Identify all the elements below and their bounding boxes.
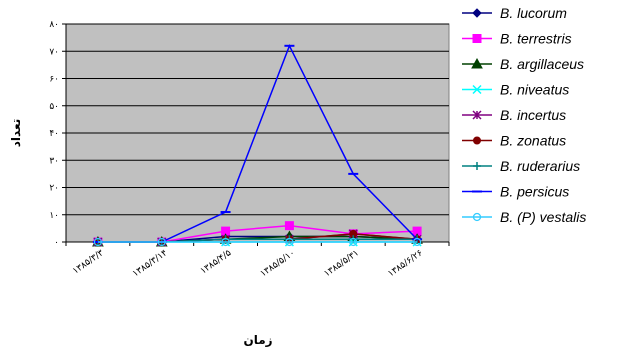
- grid: [66, 23, 449, 216]
- legend-label: B. incertus: [500, 107, 566, 123]
- series-group: [92, 43, 423, 247]
- x-tick-label: ۱۳۸۵/۵/۳۱: [323, 248, 361, 279]
- legend-marker: [471, 57, 483, 69]
- y-tick-label: ۰: [54, 238, 59, 248]
- legend-marker: [472, 34, 482, 43]
- legend-item: B. persicus: [462, 184, 569, 200]
- x-axis-title: زمان: [243, 333, 272, 347]
- y-tick-label: ۱۰: [49, 211, 59, 221]
- y-tick-label: ۳۰: [49, 156, 59, 166]
- legend-item: B. lucorum: [462, 5, 567, 21]
- legend-marker: [472, 8, 482, 18]
- series-b-p-vestalis: [93, 237, 422, 247]
- legend-marker: [472, 212, 482, 222]
- legend-item: B. niveatus: [462, 82, 569, 98]
- y-tick-label: ۲۰: [49, 184, 59, 194]
- x-tick-label: ۱۳۸۵/۳/۱۴: [131, 248, 170, 279]
- y-axis-title: تعداد: [9, 119, 23, 147]
- legend-label: B. niveatus: [500, 82, 569, 98]
- y-tick-label: ۸۰: [49, 20, 59, 30]
- legend-item: B. zonatus: [462, 133, 566, 149]
- data-point: [221, 237, 230, 247]
- data-point: [412, 237, 422, 247]
- legend-marker: [472, 84, 482, 95]
- x-tick-label: ۱۳۸۵/۴/۵: [199, 248, 234, 276]
- legend-item: B. incertus: [462, 107, 566, 123]
- legend-label: B. lucorum: [500, 5, 567, 21]
- data-point: [93, 237, 103, 247]
- legend-marker: [472, 110, 482, 120]
- data-point: [349, 237, 358, 247]
- legend-label: B. (P) vestalis: [500, 209, 586, 225]
- legend-label: B. argillaceus: [500, 56, 584, 72]
- x-tick-label: ۱۳۸۵/۳/۳: [71, 248, 106, 276]
- legend-marker: [473, 136, 481, 145]
- data-point: [285, 237, 294, 247]
- x-tick-label: ۱۳۸۵/۶/۲۶: [386, 248, 425, 279]
- data-point: [284, 221, 294, 231]
- legend-item: B. (P) vestalis: [462, 209, 586, 225]
- y-tick-label: ۷۰: [49, 47, 59, 57]
- legend-label: B. terrestris: [500, 31, 572, 47]
- y-tick-label: ۴۰: [49, 129, 59, 139]
- legend-marker: [473, 162, 481, 170]
- legend-item: B. ruderarius: [462, 158, 580, 174]
- legend-label: B. persicus: [500, 184, 569, 200]
- y-tick-label: ۵۰: [49, 102, 59, 112]
- legend-item: B. argillaceus: [462, 56, 584, 72]
- legend: B. lucorum B. terrestris B. argillaceus B. …: [462, 5, 586, 225]
- legend-item: B. terrestris: [462, 31, 572, 47]
- legend-label: B. zonatus: [500, 133, 566, 149]
- y-tick-label: ۶۰: [49, 75, 59, 85]
- legend-label: B. ruderarius: [500, 158, 580, 174]
- data-point: [157, 237, 166, 247]
- x-tick-label: ۱۳۸۵/۵/۱۰: [259, 248, 297, 279]
